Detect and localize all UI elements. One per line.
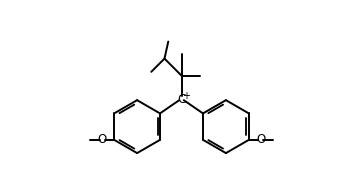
Text: O: O <box>98 133 107 146</box>
Text: C: C <box>177 93 186 106</box>
Text: +: + <box>182 91 189 101</box>
Text: O: O <box>256 133 265 146</box>
